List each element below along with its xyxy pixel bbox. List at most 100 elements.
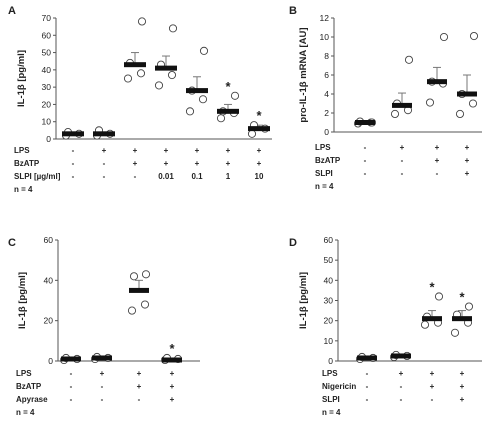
y-tick-label: 10 <box>320 32 330 42</box>
mean-bar <box>427 79 447 85</box>
condition-cell: - <box>72 159 75 168</box>
y-tick-label: 2 <box>324 108 329 118</box>
condition-cell: - <box>436 169 439 178</box>
data-point <box>404 55 414 64</box>
condition-cell: - <box>366 395 369 404</box>
condition-row-label: LPS <box>16 369 32 378</box>
condition-cell: + <box>465 143 470 152</box>
condition-row-label: LPS <box>322 369 338 378</box>
y-tick-label: 50 <box>42 48 52 58</box>
mean-bar <box>124 62 146 68</box>
condition-row-label: LPS <box>315 143 331 152</box>
data-point <box>198 95 208 104</box>
data-point <box>185 107 195 116</box>
group-3 <box>425 32 449 107</box>
panel-c: C 0 20 40 60 IL-1β [pg/ml] * LPS - + + + BzATP - - + + Ap… <box>8 235 200 417</box>
condition-cell: + <box>170 369 175 378</box>
data-point <box>140 300 150 309</box>
y-tick-label: 12 <box>320 13 330 23</box>
y-tick-label: 20 <box>42 99 52 109</box>
condition-cell: + <box>164 159 169 168</box>
y-tick-label: 20 <box>324 316 334 326</box>
condition-cell: + <box>195 146 200 155</box>
y-axis-label: IL-1β [pg/ml] <box>16 50 27 107</box>
condition-row-label: BzATP <box>14 159 40 168</box>
condition-row-label: SLPI <box>322 395 340 404</box>
y-tick-label: 50 <box>324 255 334 265</box>
panel-letter: B <box>289 5 297 17</box>
group-2 <box>90 352 113 364</box>
condition-row-label: SLPI [µg/ml] <box>14 172 61 181</box>
y-tick-label: 10 <box>324 336 334 346</box>
condition-cell: - <box>401 169 404 178</box>
condition-cell: - <box>400 395 403 404</box>
condition-cell: + <box>170 395 175 404</box>
condition-cell: + <box>435 156 440 165</box>
condition-cell: + <box>435 143 440 152</box>
y-tick-label: 0 <box>46 134 51 144</box>
mean-bar <box>452 316 472 322</box>
group-3 <box>127 270 151 315</box>
sample-size-label: n = 4 <box>322 408 341 417</box>
condition-cell: 0.1 <box>191 172 203 181</box>
y-tick-label: 8 <box>324 51 329 61</box>
mean-bar <box>357 355 377 361</box>
condition-cell: - <box>70 369 73 378</box>
condition-cell: - <box>364 169 367 178</box>
condition-cell: - <box>138 395 141 404</box>
condition-cell: + <box>465 169 470 178</box>
group-6: * <box>216 79 240 123</box>
condition-cell: + <box>226 146 231 155</box>
condition-cell: + <box>430 369 435 378</box>
data-point <box>425 98 435 107</box>
y-axis-label: IL-1β [pg/ml] <box>17 272 28 329</box>
condition-cell: - <box>70 395 73 404</box>
group-5 <box>185 46 209 116</box>
significance-marker: * <box>225 79 231 94</box>
data-point <box>168 24 178 33</box>
data-point <box>434 292 444 301</box>
condition-cell: - <box>134 172 137 181</box>
condition-cell: + <box>195 159 200 168</box>
condition-cell: + <box>400 143 405 152</box>
condition-cell: - <box>364 156 367 165</box>
condition-cell: - <box>103 172 106 181</box>
data-point <box>136 69 146 78</box>
condition-cell: - <box>401 156 404 165</box>
y-tick-label: 40 <box>324 275 334 285</box>
data-point <box>199 46 209 55</box>
group-4: * <box>450 290 474 337</box>
condition-cell: + <box>102 146 107 155</box>
data-point <box>141 270 151 279</box>
condition-cell: - <box>366 369 369 378</box>
y-tick-label: 0 <box>328 356 333 366</box>
condition-row-label: SLPI <box>315 169 333 178</box>
y-tick-label: 6 <box>324 70 329 80</box>
condition-cell: 1 <box>226 172 231 181</box>
condition-cell: + <box>226 159 231 168</box>
condition-cell: + <box>257 146 262 155</box>
group-2 <box>389 350 412 362</box>
condition-cell: 10 <box>255 172 264 181</box>
panel-letter: C <box>8 237 16 249</box>
significance-marker: * <box>256 108 262 123</box>
mean-bar <box>62 131 84 137</box>
condition-row-label: BzATP <box>315 156 341 165</box>
group-4 <box>154 24 178 90</box>
mean-bar <box>92 355 112 361</box>
group-3: * <box>420 279 444 329</box>
condition-cell: + <box>100 369 105 378</box>
y-tick-label: 40 <box>44 275 54 285</box>
condition-cell: - <box>101 395 104 404</box>
mean-bar <box>422 316 442 322</box>
group-3 <box>123 17 147 83</box>
y-tick-label: 40 <box>42 65 52 75</box>
y-tick-label: 20 <box>44 316 54 326</box>
y-tick-label: 30 <box>42 82 52 92</box>
group-1 <box>355 352 378 364</box>
condition-cell: + <box>460 395 465 404</box>
data-point <box>455 109 465 118</box>
data-point <box>390 109 400 118</box>
mean-bar <box>155 65 177 71</box>
data-point <box>230 91 240 100</box>
